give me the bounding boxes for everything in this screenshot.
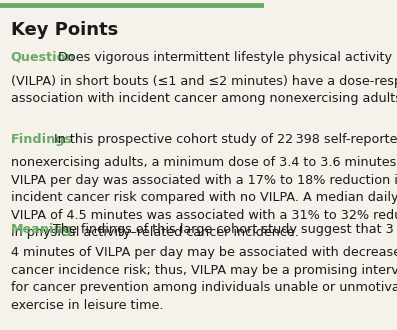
Text: The findings of this large cohort study suggest that 3 to: The findings of this large cohort study … <box>45 222 397 236</box>
Text: 4 minutes of VILPA per day may be associated with decreased
cancer incidence ris: 4 minutes of VILPA per day may be associ… <box>11 247 397 312</box>
Text: In this prospective cohort study of 22 398 self-reported: In this prospective cohort study of 22 3… <box>46 133 397 146</box>
Text: nonexercising adults, a minimum dose of 3.4 to 3.6 minutes of
VILPA per day was : nonexercising adults, a minimum dose of … <box>11 156 397 240</box>
Text: Key Points: Key Points <box>11 21 118 39</box>
Text: Does vigorous intermittent lifestyle physical activity: Does vigorous intermittent lifestyle phy… <box>50 51 391 64</box>
Text: (VILPA) in short bouts (≤1 and ≤2 minutes) have a dose-response
association with: (VILPA) in short bouts (≤1 and ≤2 minute… <box>11 75 397 105</box>
Text: Findings: Findings <box>11 133 73 146</box>
Text: Question: Question <box>11 51 75 64</box>
Text: Meaning: Meaning <box>11 222 72 236</box>
